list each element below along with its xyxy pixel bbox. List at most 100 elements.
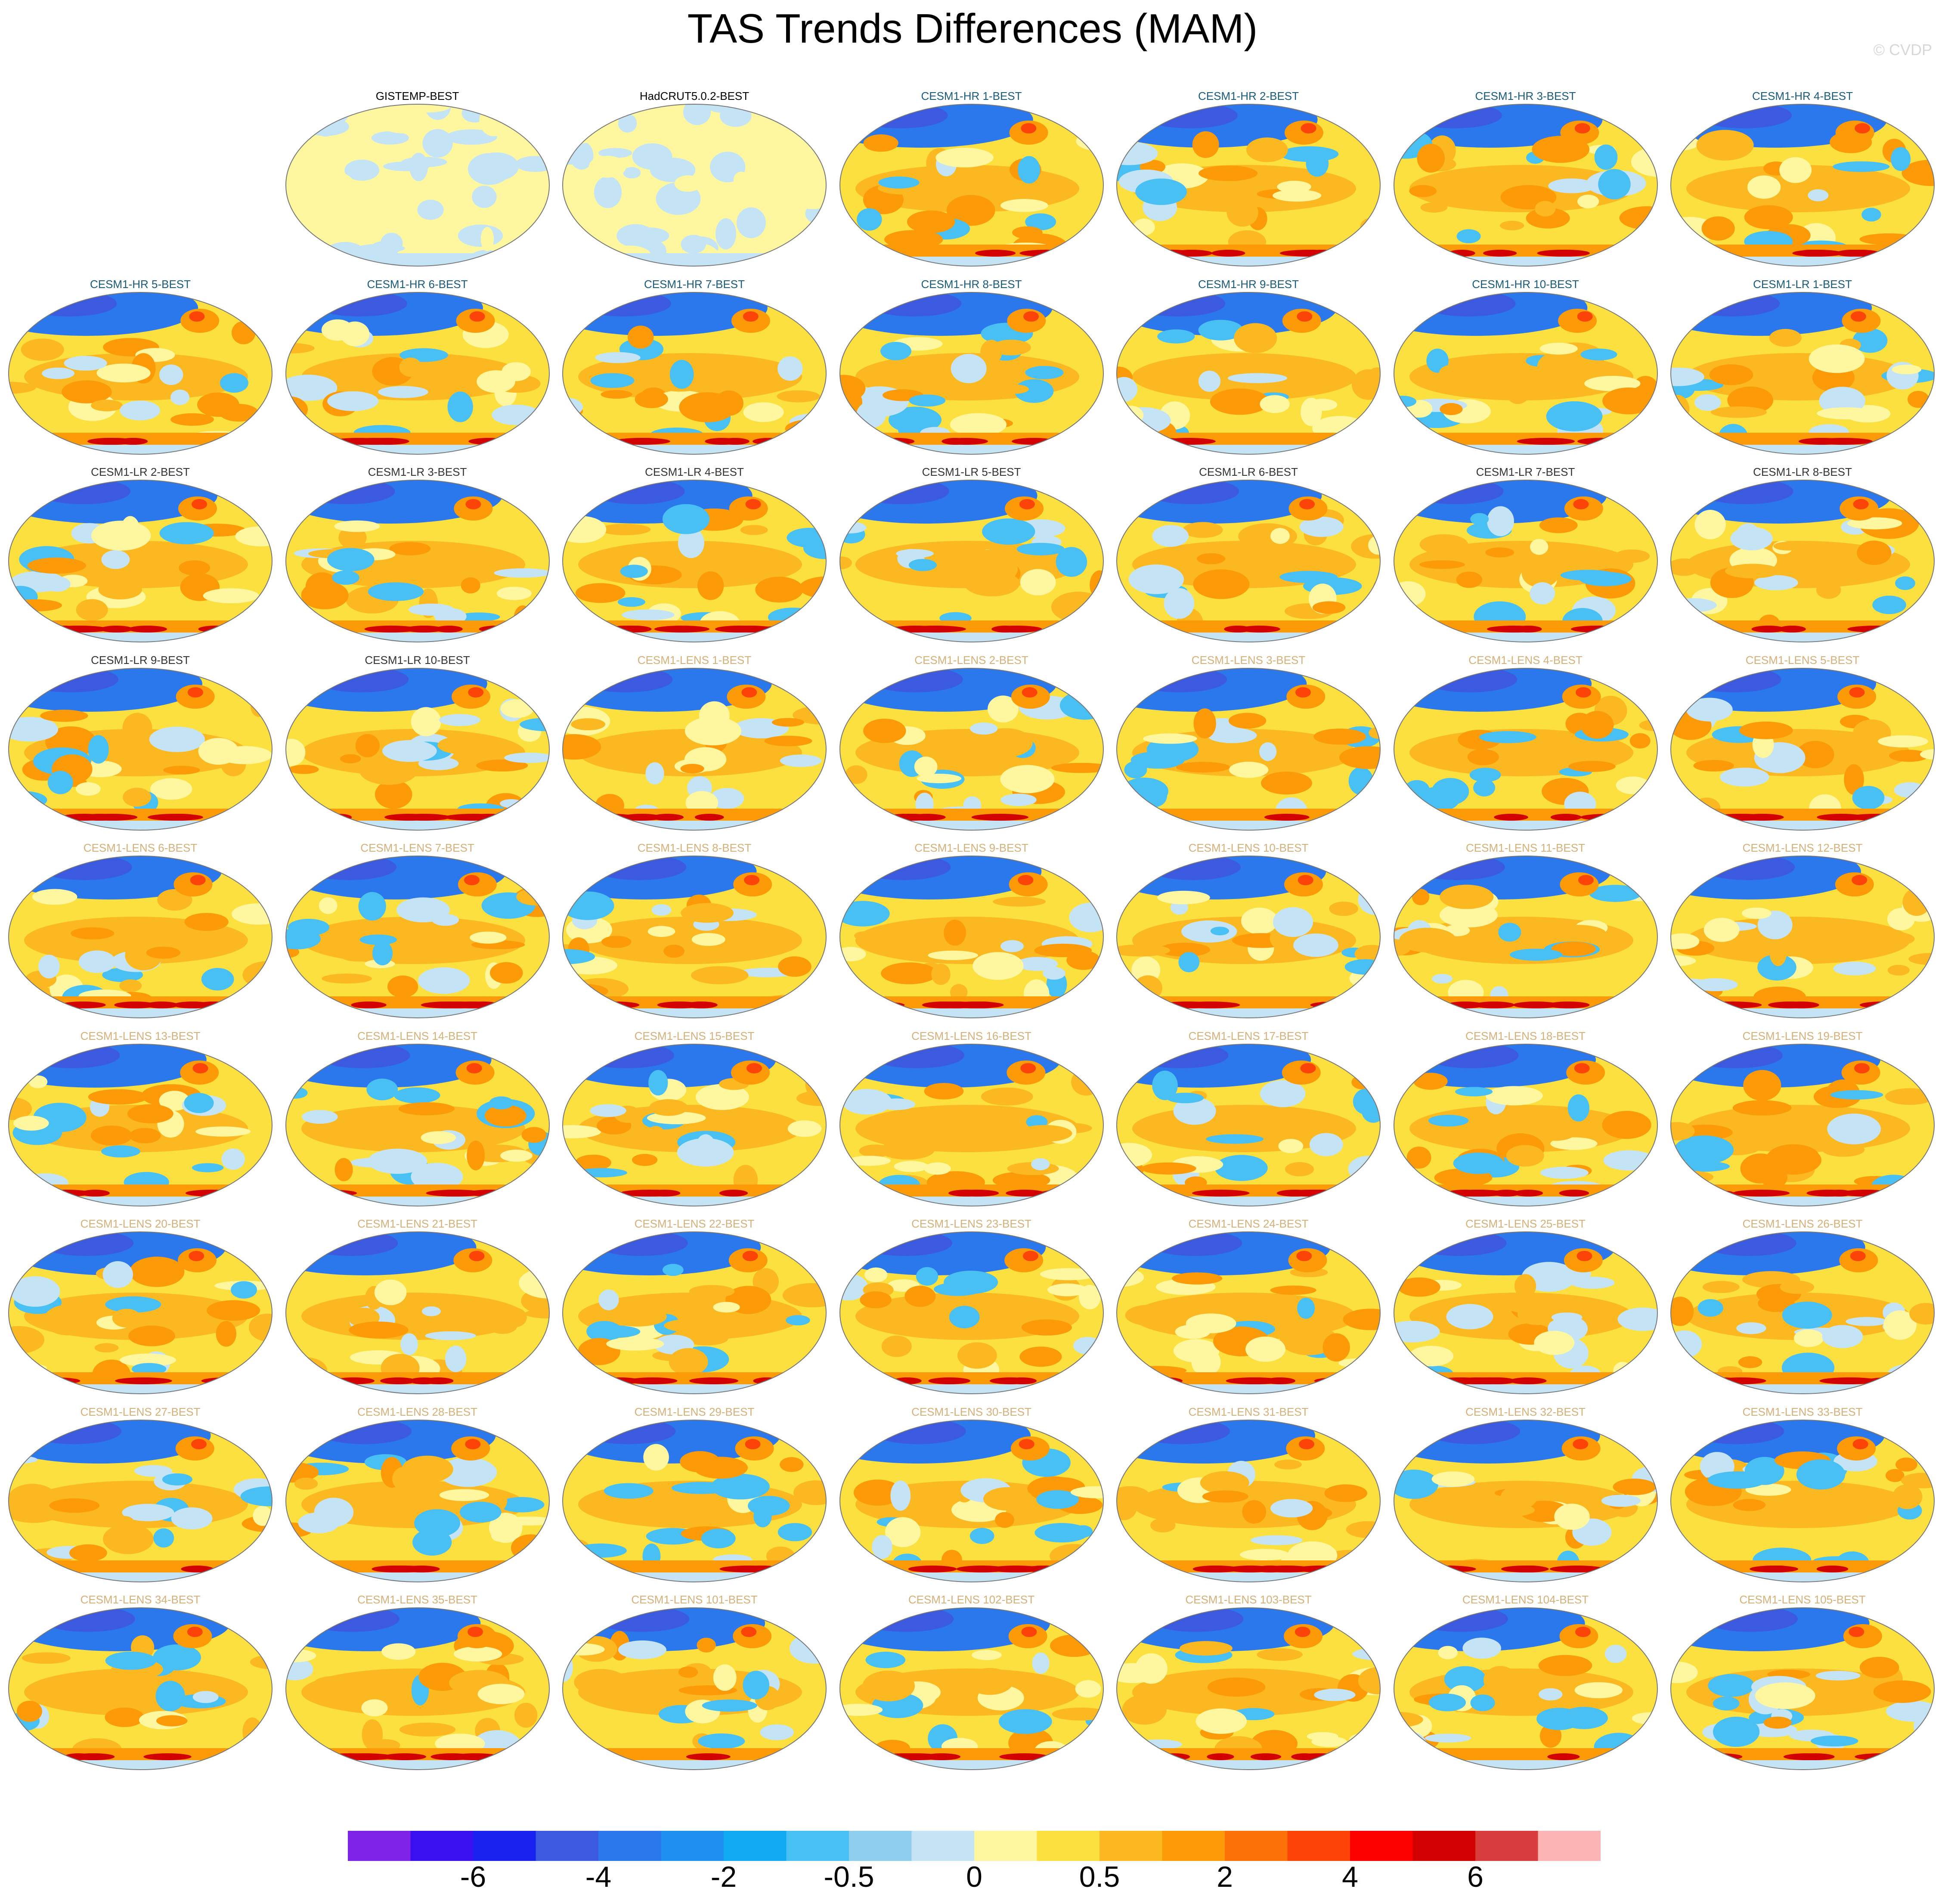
- map-panel: CESM1-LENS 27-BEST: [3, 1405, 277, 1585]
- map-plot: [562, 1043, 827, 1206]
- panel-title: CESM1-LENS 13-BEST: [80, 1029, 201, 1042]
- panel-title: CESM1-LENS 5-BEST: [1745, 653, 1860, 667]
- map-plot: [285, 1043, 550, 1206]
- panel-title: CESM1-LENS 16-BEST: [911, 1029, 1031, 1042]
- colorbar-swatch: [473, 1831, 536, 1861]
- panel-title: CESM1-LR 4-BEST: [645, 465, 744, 478]
- map-panel: CESM1-LENS 33-BEST: [1666, 1405, 1939, 1585]
- map-panel: CESM1-LR 4-BEST: [557, 465, 831, 645]
- panel-title: GISTEMP-BEST: [375, 90, 459, 102]
- colorbar-swatch: [974, 1831, 1037, 1861]
- map-panel: CESM1-LENS 9-BEST: [835, 841, 1109, 1021]
- panel-title: CESM1-LENS 1-BEST: [637, 653, 752, 667]
- panel-title: CESM1-LENS 15-BEST: [634, 1029, 755, 1042]
- map-panel: CESM1-LENS 103-BEST: [1112, 1593, 1385, 1773]
- map-panel: CESM1-HR 9-BEST: [1112, 278, 1385, 458]
- colorbar-swatch: [598, 1831, 661, 1861]
- map-panel: CESM1-HR 5-BEST: [3, 278, 277, 458]
- map-plot: [8, 1419, 273, 1582]
- colorbar-swatch: [1037, 1831, 1100, 1861]
- map-panel: CESM1-LR 1-BEST: [1666, 278, 1939, 458]
- panel-title: CESM1-LENS 103-BEST: [1185, 1593, 1312, 1606]
- map-panel: CESM1-HR 4-BEST: [1666, 90, 1939, 270]
- map-plot: [562, 856, 827, 1018]
- panel-title: CESM1-LENS 18-BEST: [1465, 1029, 1586, 1042]
- map-panel: CESM1-LENS 18-BEST: [1389, 1030, 1663, 1209]
- map-plot: [1670, 104, 1935, 267]
- panel-title: HadCRUT5.0.2-BEST: [639, 90, 750, 102]
- colorbar-tick-label: 0.5: [1079, 1861, 1120, 1893]
- map-plot: [1670, 856, 1935, 1018]
- colorbar-tick-label: -0.5: [824, 1861, 874, 1893]
- colorbar-tick-label: 2: [1217, 1861, 1233, 1893]
- colorbar: [348, 1831, 1601, 1861]
- map-panel: CESM1-LENS 34-BEST: [3, 1593, 277, 1773]
- map-plot: [1670, 1607, 1935, 1770]
- figure-title: TAS Trends Differences (MAM): [687, 6, 1258, 52]
- map-panel: CESM1-LENS 12-BEST: [1666, 841, 1939, 1021]
- map-plot: [839, 1419, 1104, 1582]
- panel-title: CESM1-LR 9-BEST: [91, 653, 190, 667]
- map-panel: CESM1-LENS 8-BEST: [557, 841, 831, 1021]
- map-plot: [1393, 667, 1658, 831]
- map-plot: [1393, 1607, 1658, 1770]
- map-plot: [1116, 480, 1381, 642]
- panel-title: CESM1-LENS 30-BEST: [911, 1405, 1031, 1418]
- map-panel: CESM1-HR 10-BEST: [1389, 278, 1663, 458]
- map-panel: CESM1-LENS 31-BEST: [1112, 1405, 1385, 1585]
- panel-title: CESM1-LENS 12-BEST: [1742, 841, 1863, 854]
- map-plot: [1393, 291, 1658, 455]
- map-panel: GISTEMP-BEST: [281, 90, 554, 270]
- map-plot: [8, 480, 273, 642]
- colorbar-swatch: [1350, 1831, 1413, 1861]
- panel-title: CESM1-LENS 28-BEST: [357, 1405, 477, 1418]
- panel-title: CESM1-HR 4-BEST: [1752, 90, 1853, 102]
- map-panel: CESM1-LENS 28-BEST: [281, 1405, 554, 1585]
- map-plot: [285, 667, 550, 831]
- map-plot: [1393, 1043, 1658, 1206]
- panel-title: CESM1-HR 1-BEST: [921, 90, 1022, 102]
- map-plot: [1393, 856, 1658, 1018]
- map-plot: [1116, 856, 1381, 1018]
- colorbar-swatch: [849, 1831, 912, 1861]
- colorbar-swatch: [1287, 1831, 1350, 1861]
- panel-title: CESM1-LENS 23-BEST: [911, 1217, 1031, 1230]
- panel-title: CESM1-LR 6-BEST: [1199, 465, 1298, 478]
- panel-title: CESM1-LENS 32-BEST: [1465, 1405, 1586, 1418]
- panel-title: CESM1-LENS 19-BEST: [1742, 1029, 1863, 1042]
- map-panel: CESM1-LENS 16-BEST: [835, 1030, 1109, 1209]
- panel-title: CESM1-LENS 29-BEST: [634, 1405, 755, 1418]
- panel-title: CESM1-LENS 105-BEST: [1739, 1593, 1866, 1606]
- map-plot: [839, 667, 1104, 831]
- map-plot: [562, 291, 827, 455]
- panel-title: CESM1-LENS 4-BEST: [1468, 653, 1583, 667]
- map-plot: [1116, 1607, 1381, 1770]
- colorbar-swatch: [724, 1831, 787, 1861]
- map-plot: [285, 1419, 550, 1582]
- map-plot: [839, 856, 1104, 1018]
- map-panel: CESM1-LENS 15-BEST: [557, 1030, 831, 1209]
- map-plot: [1116, 1231, 1381, 1394]
- colorbar-tick-label: -4: [585, 1861, 612, 1893]
- map-plot: [1116, 291, 1381, 455]
- map-panel: CESM1-LENS 26-BEST: [1666, 1217, 1939, 1397]
- panel-title: CESM1-HR 3-BEST: [1475, 90, 1576, 102]
- panel-title: CESM1-LENS 3-BEST: [1191, 653, 1306, 667]
- map-panel: CESM1-LENS 14-BEST: [281, 1030, 554, 1209]
- map-panel: CESM1-LENS 23-BEST: [835, 1217, 1109, 1397]
- map-panel: CESM1-LR 9-BEST: [3, 654, 277, 834]
- colorbar-tick-label: 4: [1342, 1861, 1358, 1893]
- colorbar-tick-label: -6: [460, 1861, 486, 1893]
- panel-title: CESM1-HR 10-BEST: [1472, 277, 1579, 291]
- colorbar-tick-label: 6: [1467, 1861, 1484, 1893]
- map-panel: CESM1-LENS 4-BEST: [1389, 654, 1663, 834]
- map-plot: [562, 104, 827, 267]
- map-panel: CESM1-HR 7-BEST: [557, 278, 831, 458]
- map-panel: CESM1-LENS 11-BEST: [1389, 841, 1663, 1021]
- map-panel: CESM1-LR 2-BEST: [3, 465, 277, 645]
- colorbar-swatch: [410, 1831, 474, 1861]
- colorbar-swatch: [1475, 1831, 1538, 1861]
- map-plot: [1116, 1043, 1381, 1206]
- colorbar-swatch: [1099, 1831, 1162, 1861]
- colorbar-swatch: [661, 1831, 724, 1861]
